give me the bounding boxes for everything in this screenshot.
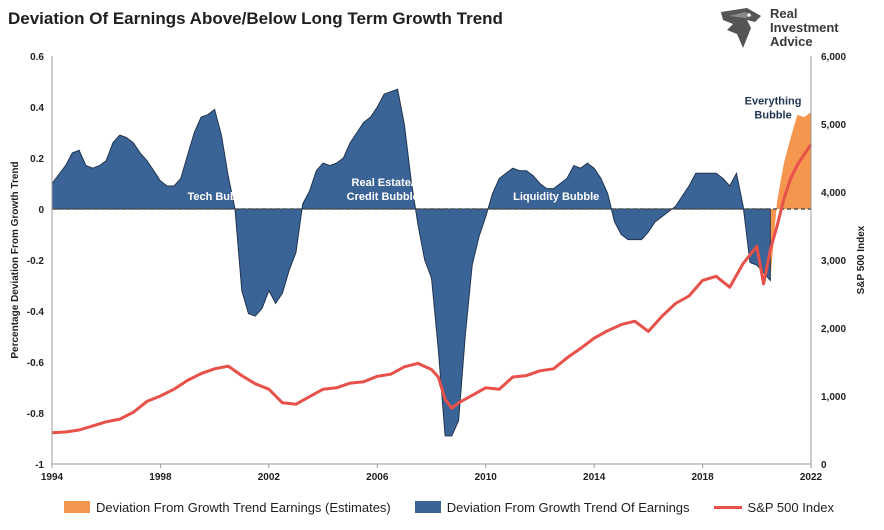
y-right-tick-label: 6,000	[821, 52, 846, 63]
legend-swatch-estimates	[64, 501, 90, 513]
y-left-tick-label: 0.2	[30, 154, 44, 165]
y-left-tick-label: -0.6	[27, 358, 45, 369]
y-right-tick-label: 3,000	[821, 256, 846, 267]
x-tick-label: 1998	[149, 472, 172, 483]
logo-line-1: Real	[770, 6, 798, 21]
y-right-tick-label: 4,000	[821, 188, 846, 199]
y-left-tick-label: -1	[35, 460, 44, 471]
chart-annotation: Bubble	[754, 109, 791, 121]
x-tick-label: 2022	[800, 472, 823, 483]
x-tick-label: 2010	[475, 472, 498, 483]
logo-line-2: Investment	[770, 20, 839, 35]
annotation-layer: Tech Bubble Real Estate/Credit Bubble Liqu…	[187, 95, 801, 203]
y-right-tick-label: 2,000	[821, 324, 846, 335]
x-tick-label: 2006	[366, 472, 389, 483]
y-right-axis-label: S&P 500 Index	[856, 225, 867, 294]
y-left-tick-label: 0.4	[30, 103, 44, 114]
deviation-area	[51, 88, 771, 437]
y-left-axis-label: Percentage Deviation From Growth Trend	[10, 161, 21, 358]
chart-annotation: Real Estate/	[352, 177, 414, 189]
x-tick-label: 1994	[41, 472, 64, 483]
chart-annotation: Liquidity Bubble	[513, 191, 599, 203]
x-tick-label: 2018	[691, 472, 714, 483]
brand-logo: Real Investment Advice	[717, 4, 857, 54]
x-tick-label: 2002	[258, 472, 281, 483]
axes-layer: 0.6 0.4 0.2 0 -0.2 -0.4 -0.6 -0.8 -1 6,000 5,000 4,…	[10, 52, 867, 483]
y-left-tick-label: -0.2	[27, 256, 45, 267]
legend-swatch-sp500	[713, 505, 742, 509]
chart-annotation: Everything	[745, 95, 802, 107]
legend-item-estimates: Deviation From Growth Trend Earnings (Es…	[64, 500, 391, 515]
legend-item-sp500: S&P 500 Index	[713, 499, 835, 515]
y-right-tick-label: 5,000	[821, 120, 846, 131]
legend-label-sp500: S&P 500 Index	[747, 499, 835, 515]
chart-title: Deviation Of Earnings Above/Below Long T…	[8, 9, 503, 28]
legend-swatch-deviation	[414, 501, 441, 513]
y-left-tick-label: 0.6	[30, 52, 44, 63]
sp500-line	[51, 143, 813, 435]
chart-legend: Deviation From Growth Trend Earnings (Es…	[64, 498, 858, 516]
legend-label-estimates: Deviation From Growth Trend Earnings (Es…	[96, 499, 391, 515]
y-left-tick-label: -0.4	[27, 307, 45, 318]
estimates-area	[770, 112, 811, 281]
chart-annotation: Tech Bubble	[187, 191, 252, 203]
legend-item-deviation: Deviation From Growth Trend Of Earnings	[414, 499, 690, 515]
eagle-head-icon	[721, 8, 761, 48]
logo-line-3: Advice	[770, 34, 813, 49]
y-left-tick-label: 0	[38, 205, 44, 216]
chart-annotation: Credit Bubble	[347, 191, 419, 203]
area-layer	[51, 88, 811, 437]
y-right-tick-label: 0	[821, 460, 827, 471]
y-right-tick-label: 1,000	[821, 392, 846, 403]
logo-text: Real Investment Advice	[770, 7, 839, 49]
legend-label-deviation: Deviation From Growth Trend Of Earnings	[446, 499, 690, 515]
sp500-line-layer	[51, 143, 813, 435]
x-tick-label: 2014	[583, 472, 606, 483]
y-left-tick-label: -0.8	[27, 409, 45, 420]
